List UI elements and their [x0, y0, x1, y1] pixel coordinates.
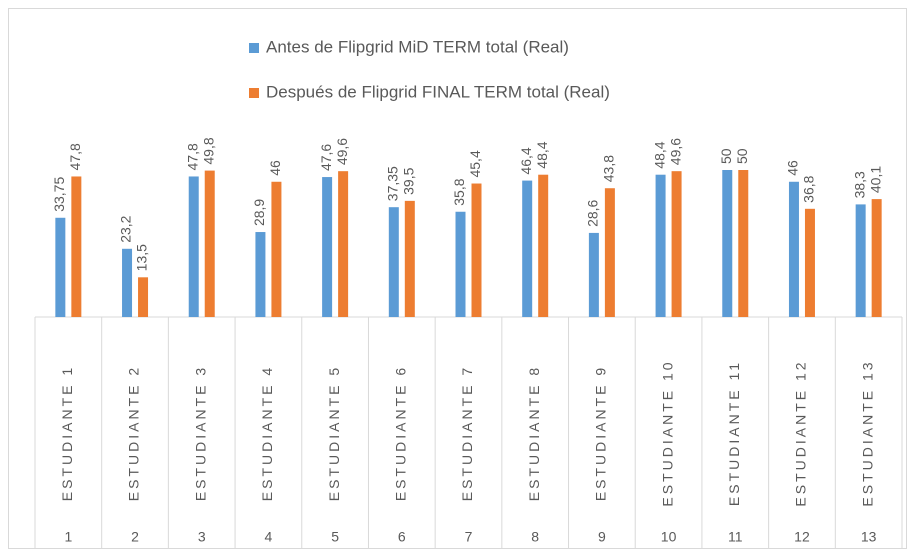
bar — [788, 181, 799, 317]
x-tick-number: 2 — [131, 529, 139, 545]
data-label: 46 — [785, 160, 801, 176]
x-tick-label: ESTUDIANTE 1 — [59, 365, 75, 501]
x-tick-label: ESTUDIANTE 8 — [526, 365, 542, 501]
legend-label: Después de Flipgrid FINAL TERM total (Re… — [266, 82, 610, 101]
bar — [855, 204, 866, 317]
bar — [404, 200, 415, 317]
bar — [671, 171, 682, 317]
x-tick-number: 3 — [198, 529, 206, 545]
bar — [455, 211, 466, 317]
bar — [322, 177, 333, 317]
bar — [71, 176, 82, 317]
data-label: 38,3 — [851, 171, 867, 198]
bar — [804, 208, 815, 317]
x-tick-label: ESTUDIANTE 10 — [659, 359, 675, 506]
data-label: 13,5 — [134, 244, 150, 271]
bar — [188, 176, 199, 317]
x-tick-label: ESTUDIANTE 7 — [459, 365, 475, 501]
bar — [538, 174, 549, 317]
data-label: 23,2 — [118, 215, 134, 242]
x-tick-number: 10 — [661, 529, 677, 545]
data-label: 49,6 — [667, 138, 683, 165]
bar — [604, 188, 615, 317]
x-tick-number: 12 — [794, 529, 810, 545]
data-label: 46,4 — [518, 147, 534, 174]
x-tick-number: 9 — [598, 529, 606, 545]
x-tick-label: ESTUDIANTE 4 — [259, 365, 275, 501]
data-label: 50 — [734, 148, 750, 164]
bar — [255, 232, 266, 317]
bar — [522, 180, 533, 317]
bar — [55, 217, 66, 317]
x-tick-label: ESTUDIANTE 12 — [793, 359, 809, 506]
x-tick-number: 4 — [265, 529, 273, 545]
data-label: 28,9 — [251, 199, 267, 226]
data-label: 39,5 — [401, 167, 417, 194]
legend-label: Antes de Flipgrid MiD TERM total (Real) — [266, 37, 569, 56]
data-label: 36,8 — [801, 175, 817, 202]
bar — [122, 248, 133, 317]
data-label: 49,8 — [200, 137, 216, 164]
data-label: 50 — [718, 148, 734, 164]
bar — [588, 232, 599, 317]
x-tick-number: 11 — [728, 529, 743, 545]
data-label: 45,4 — [467, 150, 483, 177]
x-tick-number: 1 — [64, 529, 72, 545]
bar — [271, 181, 282, 317]
bar — [655, 174, 666, 317]
data-label: 48,4 — [534, 141, 550, 168]
bar — [338, 171, 349, 317]
legend-swatch — [249, 43, 259, 53]
data-label: 49,6 — [334, 138, 350, 165]
bar — [204, 170, 215, 317]
bar — [738, 170, 749, 317]
data-label: 28,6 — [585, 199, 601, 226]
data-label: 47,6 — [318, 144, 334, 171]
x-tick-label: ESTUDIANTE 6 — [393, 365, 409, 501]
x-tick-number: 7 — [465, 529, 473, 545]
bar — [471, 183, 482, 317]
x-tick-label: ESTUDIANTE 11 — [726, 360, 742, 506]
data-label: 48,4 — [651, 141, 667, 168]
bar — [722, 170, 733, 317]
data-label: 37,35 — [385, 166, 401, 201]
data-label: 40,1 — [867, 166, 883, 193]
data-label: 33,75 — [51, 177, 67, 212]
x-tick-label: ESTUDIANTE 9 — [593, 365, 609, 501]
x-tick-label: ESTUDIANTE 13 — [859, 359, 875, 506]
bar — [138, 277, 149, 317]
x-tick-label: ESTUDIANTE 2 — [126, 365, 142, 501]
x-tick-label: ESTUDIANTE 3 — [192, 365, 208, 501]
bar — [871, 199, 882, 317]
x-tick-number: 5 — [331, 529, 339, 545]
x-tick-number: 6 — [398, 529, 406, 545]
x-tick-number: 8 — [531, 529, 539, 545]
x-tick-label: ESTUDIANTE 5 — [326, 365, 342, 501]
bar — [388, 207, 399, 317]
data-label: 35,8 — [451, 178, 467, 205]
data-label: 46 — [267, 160, 283, 176]
x-tick-number: 13 — [861, 529, 877, 545]
data-label: 47,8 — [184, 143, 200, 170]
data-label: 47,8 — [67, 143, 83, 170]
legend-swatch — [249, 88, 259, 98]
data-label: 43,8 — [601, 155, 617, 182]
